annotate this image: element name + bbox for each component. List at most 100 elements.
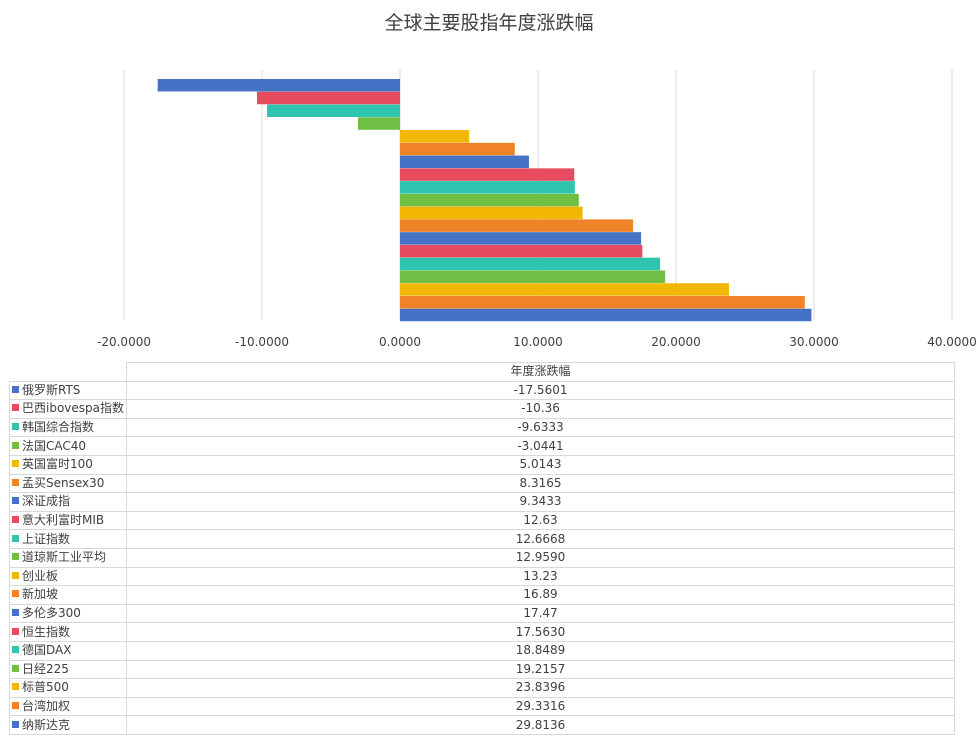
value-cell: 16.89 (126, 585, 955, 605)
bar (400, 130, 470, 143)
bar (357, 117, 400, 130)
legend-swatch-icon (12, 701, 19, 709)
category-label: 纳斯达克 (9, 715, 127, 735)
value-cell: 12.9590 (126, 547, 955, 568)
category-label: 创业板 (9, 566, 127, 587)
legend-swatch-icon (12, 664, 19, 672)
category-label: 标普500 (9, 678, 127, 698)
value-cell: 18.8489 (126, 640, 955, 661)
value-cell: 17.5630 (126, 622, 955, 642)
series-name-header: 年度涨跌幅 (126, 362, 955, 382)
value-cell: 12.6668 (126, 529, 955, 549)
category-label: 恒生指数 (9, 622, 127, 642)
legend-swatch-icon (12, 478, 19, 486)
category-name: 标普500 (22, 680, 69, 695)
table-header-row: 年度涨跌幅 (9, 362, 955, 382)
legend-swatch-icon (12, 404, 19, 412)
legend-swatch-icon (12, 497, 19, 505)
category-label: 多伦多300 (9, 603, 127, 624)
category-name: 深证成指 (22, 494, 71, 509)
category-name: 新加坡 (22, 587, 59, 602)
legend-swatch-icon (12, 423, 19, 431)
bar (400, 142, 515, 156)
value-cell: 8.3165 (126, 473, 955, 494)
bar (157, 79, 400, 92)
x-tick-label: -10.0000 (235, 335, 289, 349)
category-name: 日经225 (22, 661, 69, 676)
table-row: 意大利富时MIB 12.63 (9, 510, 955, 531)
category-name: 纳斯达克 (22, 717, 71, 732)
category-label: 孟买Sensex30 (9, 473, 127, 494)
legend-swatch-icon (12, 590, 19, 598)
table-row: 孟买Sensex30 8.3165 (9, 473, 955, 494)
value-cell: 29.3316 (126, 696, 955, 717)
legend-swatch-icon (12, 553, 19, 561)
x-tick-label: 10.0000 (513, 335, 563, 349)
value-cell: 9.3433 (126, 492, 955, 512)
bar (400, 206, 583, 220)
table-row: 新加坡 16.89 (9, 585, 955, 605)
value-cell: 19.2157 (126, 659, 955, 680)
value-cell: 23.8396 (126, 678, 955, 698)
category-name: 台湾加权 (22, 698, 71, 713)
value-cell: 5.0143 (126, 454, 955, 475)
category-label: 新加坡 (9, 585, 127, 605)
bar (400, 193, 579, 207)
value-cell: 12.63 (126, 510, 955, 531)
legend-swatch-icon (12, 534, 19, 542)
value-cell: -9.6333 (126, 417, 955, 438)
legend-swatch-icon (12, 627, 19, 635)
category-label: 德国DAX (9, 640, 127, 661)
table-row: 深证成指 9.3433 (9, 492, 955, 512)
category-name: 巴西ibovespa指数 (22, 401, 125, 416)
chart-title: 全球主要股指年度涨跌幅 (384, 12, 594, 34)
category-label: 台湾加权 (9, 696, 127, 717)
value-cell: 29.8136 (126, 715, 955, 735)
value-cell: -17.5601 (126, 380, 955, 401)
table-row: 标普500 23.8396 (9, 678, 955, 698)
table-row: 纳斯达克 29.8136 (9, 715, 955, 735)
legend-swatch-icon (12, 516, 19, 524)
bar-chart-plot: -20.0000 -10.0000 0.0000 10.0000 20.0000 30.0… (97, 70, 977, 349)
bar (400, 295, 805, 309)
table-row: 英国富时100 5.0143 (9, 454, 955, 475)
table-row: 俄罗斯RTS -17.5601 (9, 380, 955, 401)
category-name: 创业板 (22, 568, 59, 583)
legend-swatch-icon (12, 609, 19, 617)
category-name: 意大利富时MIB (22, 513, 105, 528)
x-tick-label: 40.0000 (927, 335, 977, 349)
table-row: 台湾加权 29.3316 (9, 696, 955, 717)
bar (400, 219, 634, 232)
table-row: 韩国综合指数 -9.6333 (9, 417, 955, 438)
category-label: 深证成指 (9, 492, 127, 512)
value-cell: 17.47 (126, 603, 955, 624)
bar (400, 155, 529, 169)
category-name: 多伦多300 (22, 606, 81, 621)
value-cell: -3.0441 (126, 436, 955, 456)
bar (400, 270, 666, 283)
category-name: 孟买Sensex30 (22, 475, 105, 490)
bar (400, 244, 643, 258)
legend-swatch-icon (12, 720, 19, 728)
bar (400, 283, 729, 296)
legend-swatch-icon (12, 385, 19, 393)
category-name: 上证指数 (22, 531, 71, 546)
category-label: 英国富时100 (9, 454, 127, 475)
table-row: 巴西ibovespa指数 -10.36 (9, 399, 955, 419)
legend-swatch-icon (12, 571, 19, 579)
category-label: 法国CAC40 (9, 436, 127, 456)
x-tick-label: 20.0000 (651, 335, 701, 349)
value-cell: -10.36 (126, 399, 955, 419)
category-label: 意大利富时MIB (9, 510, 127, 531)
bar (400, 181, 575, 194)
category-label: 道琼斯工业平均 (9, 547, 127, 568)
category-name: 恒生指数 (22, 624, 71, 639)
bar (400, 232, 642, 245)
category-label: 韩国综合指数 (9, 417, 127, 438)
category-name: 德国DAX (22, 643, 72, 658)
legend-swatch-icon (12, 460, 19, 468)
table-row: 法国CAC40 -3.0441 (9, 436, 955, 456)
table-row: 道琼斯工业平均 12.9590 (9, 547, 955, 568)
category-name: 法国CAC40 (22, 438, 87, 453)
data-table: 年度涨跌幅 俄罗斯RTS -17.5601 巴西ibovespa指数 -10.36 韩国综… (9, 362, 955, 735)
